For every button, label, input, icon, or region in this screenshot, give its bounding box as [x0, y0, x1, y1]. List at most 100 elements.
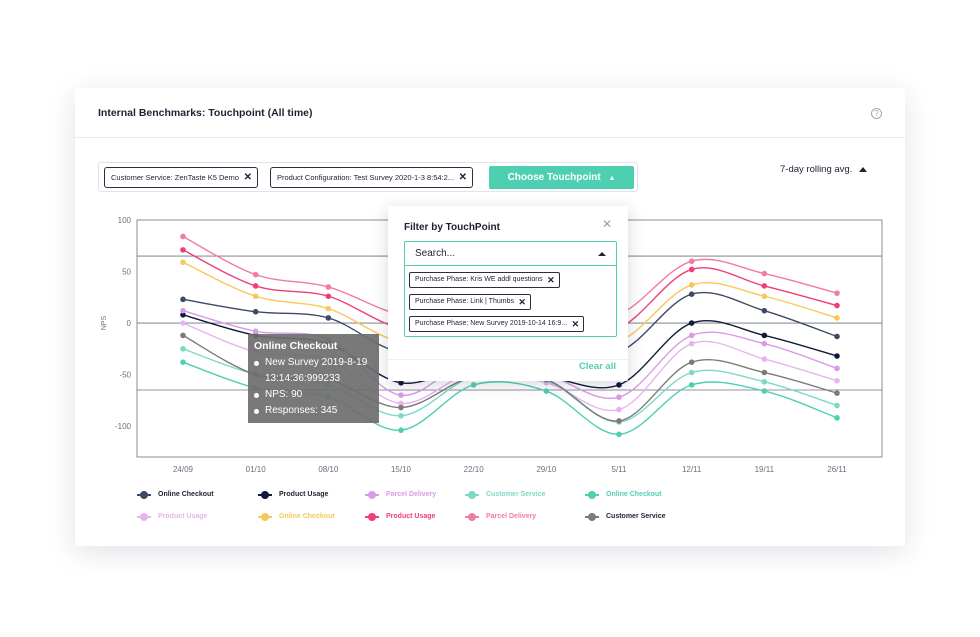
- tooltip-row: NPS: 90: [254, 387, 373, 403]
- choose-touchpoint-label: Choose Touchpoint: [507, 172, 601, 183]
- data-point: [834, 415, 840, 421]
- y-tick-label: -50: [119, 371, 131, 380]
- selected-touchpoint-chip[interactable]: Purchase Phase: Kris WE addl questions ✕: [409, 272, 560, 288]
- legend-label: Customer Service: [606, 513, 666, 520]
- x-tick-label: 5/11: [612, 465, 628, 474]
- data-point: [180, 296, 186, 303]
- data-point: [398, 404, 404, 411]
- data-point: [398, 392, 404, 398]
- search-placeholder: Search...: [415, 248, 456, 259]
- legend-label: Customer Service: [486, 491, 546, 498]
- divider: [388, 359, 628, 360]
- data-point: [252, 308, 259, 315]
- x-tick-label: 01/10: [246, 465, 267, 474]
- data-point: [688, 359, 695, 366]
- legend-dot-icon: [588, 513, 596, 521]
- data-point: [761, 388, 768, 394]
- caret-up-icon: [859, 166, 868, 172]
- chip-label: Purchase Phase: New Survey 2019-10-14 16…: [415, 320, 568, 327]
- close-icon[interactable]: ✕: [243, 172, 252, 183]
- caret-up-icon[interactable]: [598, 252, 606, 256]
- data-point: [834, 390, 840, 396]
- legend-dot-icon: [261, 513, 269, 521]
- data-point: [252, 283, 259, 289]
- y-tick-label: 0: [127, 319, 132, 328]
- legend-label: Online Checkout: [279, 513, 335, 520]
- data-point: [834, 402, 840, 409]
- data-point: [834, 315, 840, 321]
- data-point: [834, 302, 840, 309]
- data-point: [761, 332, 768, 339]
- data-point: [688, 369, 695, 376]
- question-circle-icon[interactable]: ?: [871, 108, 882, 119]
- data-point: [180, 259, 186, 266]
- data-point: [688, 320, 695, 326]
- close-icon[interactable]: ✕: [458, 172, 468, 183]
- data-point: [398, 427, 404, 434]
- close-icon[interactable]: ✕: [571, 319, 580, 329]
- data-point: [180, 307, 186, 314]
- chart-tick-layer: 100 50 0 -50 -100 NPS 24/09 01/10 08/10 15/10 22/1…: [101, 216, 847, 474]
- data-point: [688, 258, 695, 265]
- data-point: [252, 271, 259, 278]
- selected-touchpoint-chip[interactable]: Purchase Phase: New Survey 2019-10-14 16…: [409, 316, 585, 332]
- data-point: [325, 305, 332, 312]
- touchpoint-chip[interactable]: Product Configuration: Test Survey 2020-…: [270, 167, 474, 188]
- legend-dot-icon: [588, 491, 596, 499]
- close-icon[interactable]: ✕: [547, 275, 555, 285]
- y-tick-label: 100: [118, 216, 132, 225]
- data-point: [688, 282, 695, 288]
- rolling-average-label: 7-day rolling avg.: [780, 164, 853, 175]
- touchpoint-chip[interactable]: Customer Service: ZenTaste K5 Demo ✕: [104, 167, 258, 188]
- legend-dot-icon: [261, 491, 269, 499]
- touchpoint-chip-bar: Customer Service: ZenTaste K5 Demo ✕ Pro…: [98, 162, 638, 192]
- data-point: [180, 320, 186, 326]
- data-point: [616, 382, 622, 388]
- legend-label: Parcel Delivery: [386, 491, 437, 498]
- close-icon[interactable]: ✕: [601, 217, 612, 231]
- clear-all-button[interactable]: Clear all: [579, 361, 616, 372]
- card-header: Internal Benchmarks: Touchpoint (All tim…: [75, 88, 905, 138]
- chip-label: Purchase Phase: Kris WE addl questions: [415, 276, 543, 283]
- data-point: [398, 412, 404, 419]
- legend-label: Parcel Delivery: [486, 513, 537, 520]
- y-tick-label: -100: [115, 422, 132, 431]
- legend-dot-icon: [140, 491, 148, 499]
- legend-dot-icon: [368, 513, 376, 521]
- legend-dot-icon: [468, 491, 476, 499]
- selected-touchpoint-chip[interactable]: Purchase Phase: Link | Thumbs ✕: [409, 294, 531, 310]
- close-icon[interactable]: ✕: [518, 297, 526, 307]
- y-axis-label: NPS: [101, 316, 108, 331]
- card-title: Internal Benchmarks: Touchpoint (All tim…: [98, 107, 313, 119]
- data-point: [180, 312, 186, 318]
- touchpoint-multiselect: Search... Purchase Phase: Kris WE addl q…: [404, 241, 617, 337]
- data-point: [761, 378, 768, 385]
- data-point: [761, 293, 768, 300]
- filter-touchpoint-panel: Filter by TouchPoint ✕ Search... Purchas…: [388, 206, 628, 381]
- data-point: [180, 346, 186, 352]
- x-tick-label: 12/11: [682, 465, 702, 474]
- legend-label: Online Checkout: [158, 491, 214, 498]
- legend-label: Product Usage: [158, 513, 208, 520]
- x-tick-label: 24/09: [173, 465, 194, 474]
- data-point: [688, 266, 695, 273]
- chip-label: Product Configuration: Test Survey 2020-…: [277, 173, 455, 182]
- data-point: [834, 377, 840, 384]
- x-tick-label: 19/11: [755, 465, 775, 474]
- data-point: [761, 307, 768, 314]
- data-point: [761, 270, 768, 277]
- tooltip-row: New Survey 2019-8-19: [254, 355, 373, 371]
- rolling-average-select[interactable]: 7-day rolling avg.: [780, 164, 868, 175]
- legend-dot-icon: [368, 491, 376, 499]
- data-point: [398, 380, 404, 386]
- y-tick-label: 50: [122, 268, 131, 277]
- legend-dot-icon: [140, 513, 148, 521]
- data-point: [761, 340, 768, 347]
- x-tick-label: 29/10: [536, 465, 557, 474]
- data-point: [470, 382, 477, 388]
- data-point: [180, 332, 186, 339]
- choose-touchpoint-button[interactable]: Choose Touchpoint ▲: [489, 166, 634, 189]
- chip-label: Customer Service: ZenTaste K5 Demo: [111, 173, 239, 182]
- data-point: [761, 283, 768, 289]
- touchpoint-search-input[interactable]: Search...: [405, 242, 616, 266]
